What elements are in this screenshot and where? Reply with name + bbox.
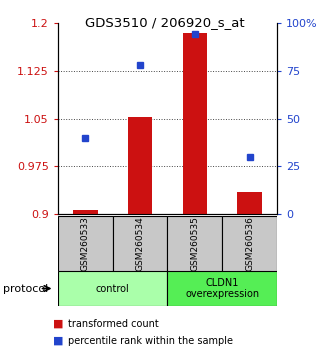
Bar <box>128 117 152 214</box>
Bar <box>222 216 277 271</box>
Bar <box>73 210 98 214</box>
Bar <box>113 216 168 271</box>
Bar <box>58 216 113 271</box>
Bar <box>58 271 168 306</box>
Text: transformed count: transformed count <box>68 319 158 329</box>
Text: ■: ■ <box>53 336 63 346</box>
Text: GSM260533: GSM260533 <box>81 216 90 271</box>
Text: control: control <box>96 284 129 293</box>
Bar <box>237 192 262 214</box>
Bar <box>182 33 207 214</box>
Text: GSM260534: GSM260534 <box>136 216 145 271</box>
Text: percentile rank within the sample: percentile rank within the sample <box>68 336 233 346</box>
Text: GSM260535: GSM260535 <box>190 216 199 271</box>
Text: CLDN1
overexpression: CLDN1 overexpression <box>185 278 259 299</box>
Bar <box>168 271 277 306</box>
Bar <box>168 216 222 271</box>
Text: GSM260536: GSM260536 <box>245 216 254 271</box>
Text: GDS3510 / 206920_s_at: GDS3510 / 206920_s_at <box>85 16 245 29</box>
Text: ■: ■ <box>53 319 63 329</box>
Text: protocol: protocol <box>3 284 49 293</box>
